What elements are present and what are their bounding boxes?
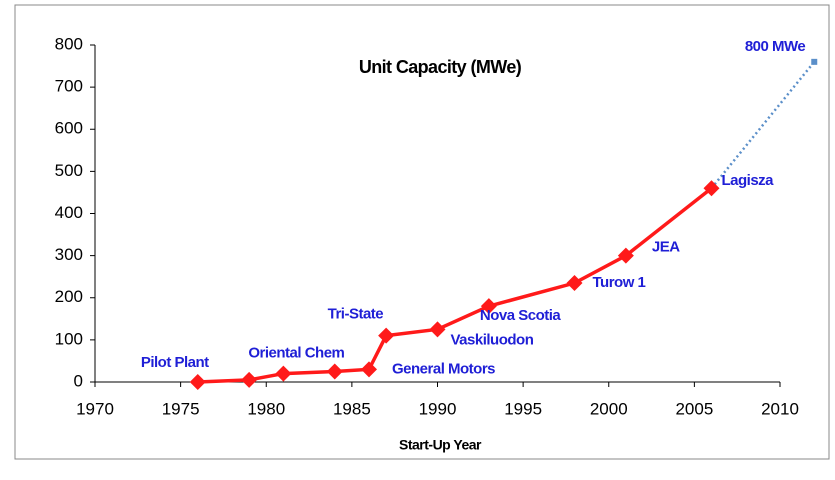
y-tick-label: 600 [55, 119, 83, 138]
x-tick-label: 2010 [761, 399, 799, 418]
data-point [480, 298, 497, 315]
x-tick-label: 1990 [419, 399, 457, 418]
x-tick-label: 2000 [590, 399, 628, 418]
x-tick-label: 1970 [76, 399, 114, 418]
y-tick-label: 500 [55, 161, 83, 180]
y-tick-label: 300 [55, 245, 83, 264]
series-line [710, 61, 816, 190]
data-point [811, 58, 818, 65]
x-tick-label: 2005 [675, 399, 713, 418]
data-point [703, 180, 720, 197]
point-label: Turow 1 [593, 274, 646, 291]
point-label: 800 MWe [745, 38, 806, 55]
data-point [326, 363, 343, 380]
data-point [275, 365, 292, 382]
data-point [189, 374, 206, 390]
chart-title: Unit Capacity (MWe) [359, 57, 522, 77]
y-tick-label: 100 [55, 329, 83, 348]
point-label: Pilot Plant [141, 354, 209, 371]
data-point [566, 275, 583, 292]
data-point [378, 327, 395, 344]
x-tick-label: 1995 [504, 399, 542, 418]
x-tick-label: 1975 [162, 399, 200, 418]
chart-frame [14, 4, 830, 460]
y-tick-label: 800 [55, 34, 83, 53]
point-label: Vaskiluodon [451, 331, 534, 348]
y-tick-label: 0 [74, 371, 83, 390]
y-tick-label: 200 [55, 287, 83, 306]
data-point [617, 247, 634, 264]
y-tick-label: 400 [55, 203, 83, 222]
point-label: Tri-State [328, 306, 384, 323]
point-label: Oriental Chem [248, 345, 344, 362]
x-tick-label: 1985 [333, 399, 371, 418]
x-tick-label: 1980 [247, 399, 285, 418]
point-label: Lagisza [722, 172, 775, 189]
point-label: General Motors [392, 360, 495, 377]
y-tick-label: 700 [55, 77, 83, 96]
point-label: JEA [652, 239, 680, 256]
data-point [241, 371, 258, 388]
data-point [429, 321, 446, 338]
x-axis-label: Start-Up Year [399, 437, 482, 453]
point-label: Nova Scotia [480, 307, 562, 324]
data-point [361, 361, 377, 378]
